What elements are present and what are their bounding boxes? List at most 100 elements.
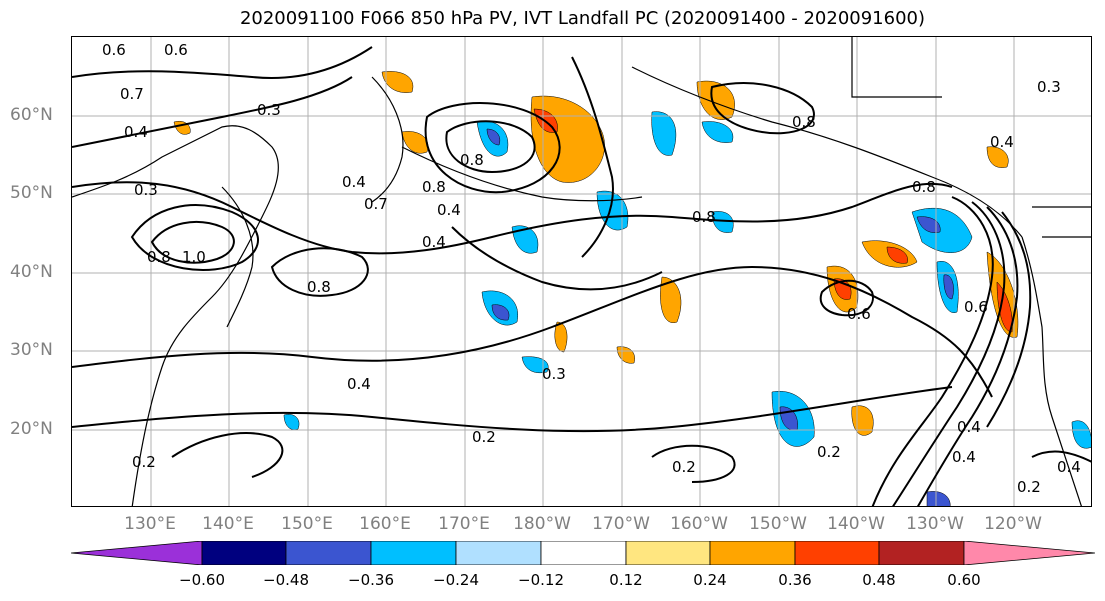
colorbar-segment xyxy=(540,541,627,565)
contour-label: 0.8 xyxy=(692,208,716,226)
negative-anomaly xyxy=(943,274,954,300)
contour-label: 0.8 xyxy=(460,151,484,169)
contour-label: 0.6 xyxy=(164,41,188,59)
lat-label: 60°N xyxy=(10,105,53,125)
contour-line xyxy=(871,196,994,506)
colorbar-segment xyxy=(285,541,372,565)
lat-label: 40°N xyxy=(10,262,53,282)
lon-label: 150°W xyxy=(749,514,807,534)
contour-label: 0.2 xyxy=(1017,478,1041,496)
contour-line xyxy=(819,279,874,317)
contour-label: 0.2 xyxy=(472,428,496,446)
colorbar-tick: 0.12 xyxy=(609,571,643,589)
negative-anomaly xyxy=(511,225,539,254)
contour-label: 0.3 xyxy=(134,181,158,199)
lat-label: 30°N xyxy=(10,340,53,360)
lon-label: 160°W xyxy=(670,514,728,534)
negative-anomaly xyxy=(1071,420,1091,449)
contour-line xyxy=(571,56,614,258)
alaska-coast xyxy=(631,66,1023,238)
contour-line xyxy=(72,265,993,398)
negative-anomaly xyxy=(486,128,501,146)
contour-label: 0.6 xyxy=(964,298,988,316)
contour-label: 0.7 xyxy=(120,85,144,103)
lon-label: 170°E xyxy=(438,514,490,534)
positive-anomaly xyxy=(851,405,874,436)
negative-anomaly xyxy=(491,304,510,321)
colorbar-tick: 0.36 xyxy=(778,571,812,589)
lon-label: 180°W xyxy=(513,514,571,534)
negative-anomaly xyxy=(926,491,951,506)
contour-line xyxy=(72,181,953,255)
colorbar-segment xyxy=(71,541,203,565)
lon-label: 130°W xyxy=(906,514,964,534)
negative-anomaly xyxy=(711,211,734,233)
contour-label: 0.8 xyxy=(307,278,331,296)
colorbar-tick: −0.48 xyxy=(263,571,309,589)
contour-line xyxy=(916,206,1019,506)
kamchatka-coast xyxy=(371,76,404,203)
shaded-anomalies xyxy=(173,71,1091,506)
negative-anomaly xyxy=(283,414,300,430)
contour-label: 0.8 xyxy=(792,113,816,131)
contour-label: 0.4 xyxy=(952,448,976,466)
asia-coast xyxy=(72,125,279,506)
contour-label: 0.4 xyxy=(1057,458,1081,476)
contour-label: 0.4 xyxy=(437,201,461,219)
colorbar-segment xyxy=(201,541,287,565)
contour-line xyxy=(171,432,284,478)
contour-label: 0.3 xyxy=(257,101,281,119)
lon-label: 140°E xyxy=(202,514,254,534)
contour-label: 0.3 xyxy=(542,365,566,383)
negative-anomaly xyxy=(911,207,973,253)
contour-line xyxy=(892,201,1006,506)
lon-label: 160°E xyxy=(359,514,411,534)
colorbar-tick: 0.60 xyxy=(947,571,981,589)
contour-label: 0.7 xyxy=(364,195,388,213)
lat-label: 50°N xyxy=(10,183,53,203)
positive-anomaly xyxy=(401,131,429,154)
contour-label: 1.0 xyxy=(182,248,206,266)
colorbar-segment xyxy=(625,541,711,565)
negative-anomaly xyxy=(521,356,549,373)
contour-label: 0.4 xyxy=(957,418,981,436)
colorbar-tick: −0.60 xyxy=(179,571,225,589)
figure-title: 2020091100 F066 850 hPa PV, IVT Landfall… xyxy=(239,8,926,29)
contour-label: 0.6 xyxy=(847,305,871,323)
contour-line xyxy=(130,204,259,271)
positive-anomaly xyxy=(886,246,908,264)
land-boundary xyxy=(851,37,942,98)
lon-label: 120°W xyxy=(984,514,1042,534)
contour-label: 0.4 xyxy=(990,133,1014,151)
contour-line xyxy=(451,226,663,291)
contour-label: 0.8 xyxy=(912,178,936,196)
map-panel: 0.6 0.7 0.4 0.3 0.3 0.4 0.8 0.8 0.7 0.4 … xyxy=(71,36,1092,507)
contour-line xyxy=(651,444,736,483)
colorbar-tick: −0.24 xyxy=(433,571,479,589)
colorbar-segment xyxy=(455,541,542,565)
colorbar-tick: −0.12 xyxy=(518,571,564,589)
contour-label: 0.8 xyxy=(147,248,171,266)
contour-line xyxy=(986,211,1032,428)
contour-label: 0.4 xyxy=(342,173,366,191)
negative-anomaly xyxy=(651,111,677,156)
contour-line xyxy=(72,76,353,148)
contour-line xyxy=(424,102,561,194)
colorbar-segment xyxy=(878,541,965,565)
colorbar-segment xyxy=(370,541,457,565)
negative-anomaly xyxy=(916,216,941,233)
contour-label: 0.8 xyxy=(422,178,446,196)
map-canvas: 0.6 0.7 0.4 0.3 0.3 0.4 0.8 0.8 0.7 0.4 … xyxy=(72,37,1091,506)
positive-anomaly xyxy=(696,80,735,120)
contour-line xyxy=(72,386,953,433)
contour-label: 0.4 xyxy=(347,375,371,393)
positive-anomaly xyxy=(616,346,635,364)
positive-anomaly xyxy=(381,71,414,93)
contour-label: 0.2 xyxy=(132,453,156,471)
contour-label: 0.2 xyxy=(817,443,841,461)
colorbar xyxy=(71,541,1095,565)
contour-label: 0.4 xyxy=(124,123,148,141)
contour-line xyxy=(710,82,815,135)
contour-label: 0.6 xyxy=(102,41,126,59)
contour-line xyxy=(1031,450,1091,463)
